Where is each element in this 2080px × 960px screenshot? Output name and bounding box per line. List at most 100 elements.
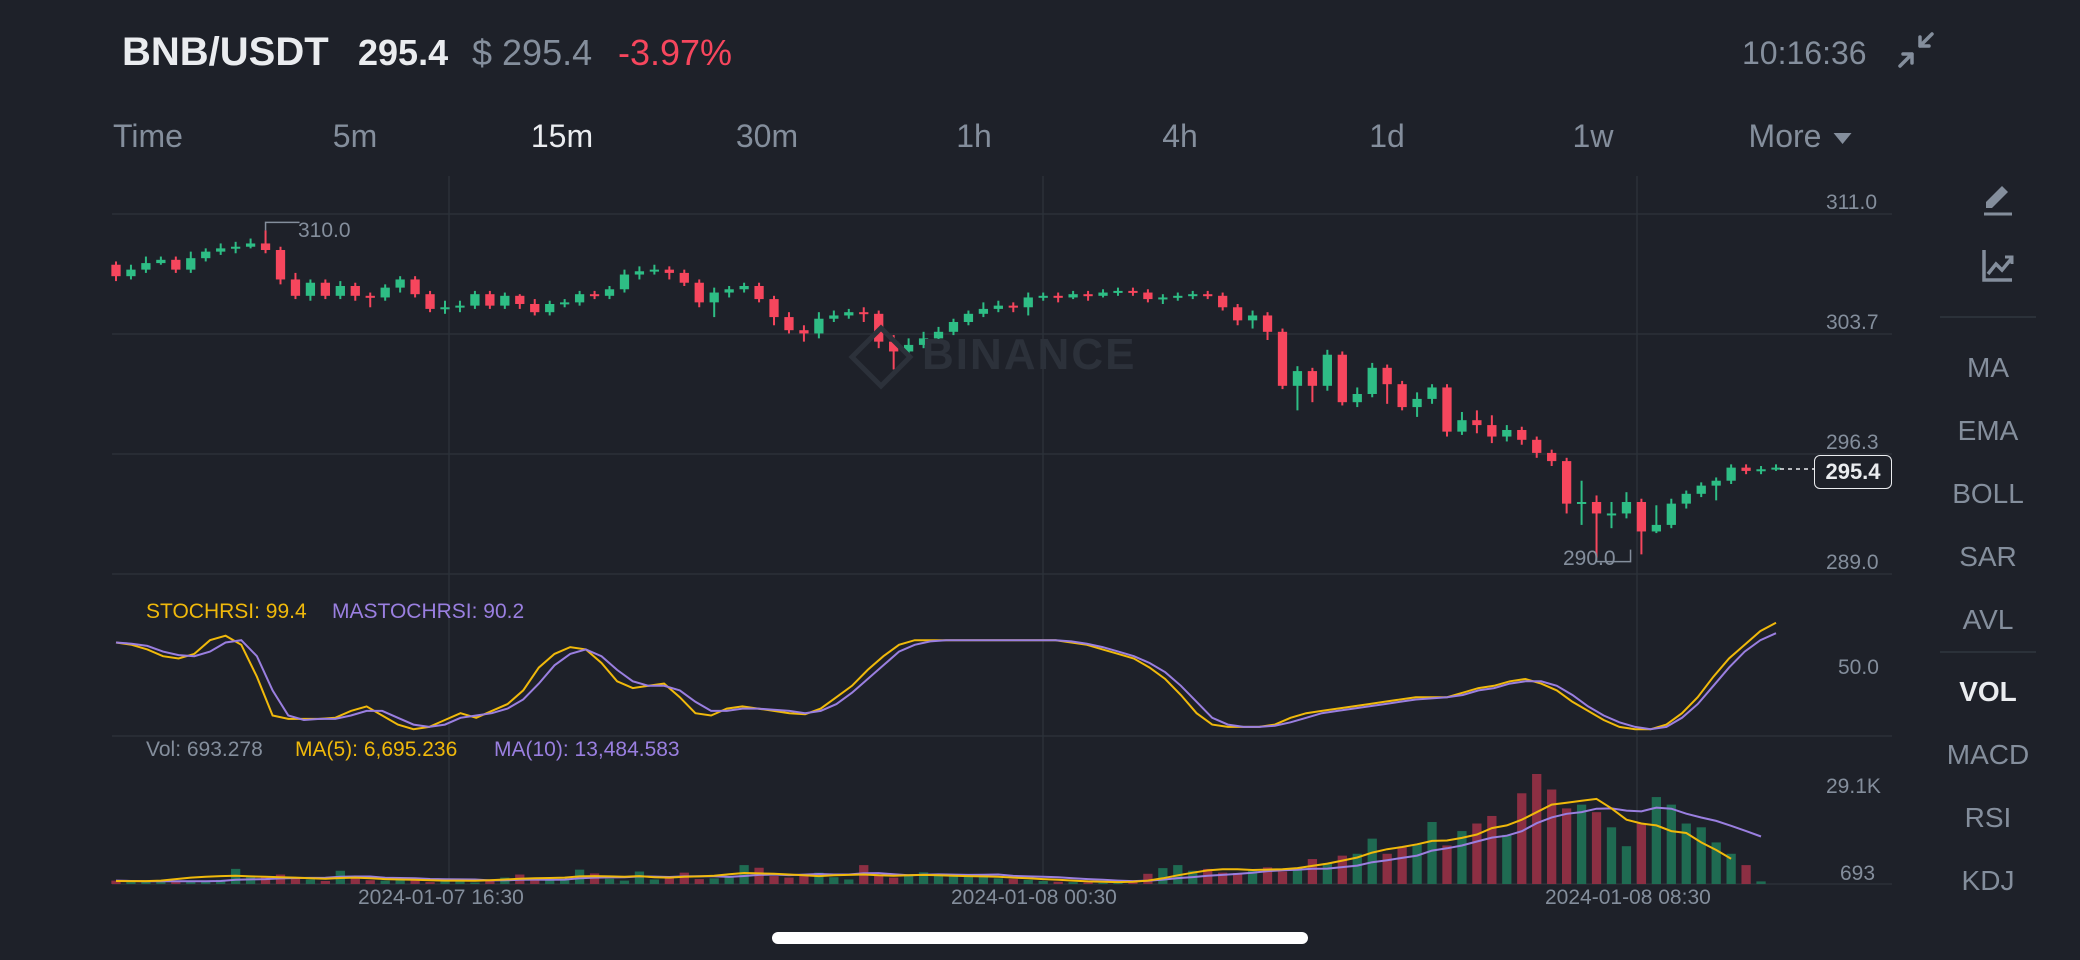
candle-body	[769, 299, 779, 318]
candle-body	[1576, 502, 1587, 504]
candle-body	[365, 295, 375, 298]
tab-30m[interactable]: 30m	[735, 118, 799, 154]
candle-body	[1532, 439, 1542, 453]
indicator-boll[interactable]: BOLL	[1952, 478, 2024, 509]
volume-bar	[1636, 823, 1647, 884]
volume-bar	[784, 877, 794, 884]
volume-bar	[1113, 882, 1123, 884]
candle-body	[1696, 485, 1706, 494]
candle-body	[963, 313, 974, 322]
volume-bar	[1008, 879, 1018, 884]
indicator-sar[interactable]: SAR	[1959, 541, 2017, 572]
volume-bar	[724, 876, 734, 884]
volume-ma5-line	[115, 797, 1732, 884]
candle-body	[1427, 387, 1437, 399]
volume-bar	[1591, 812, 1602, 884]
candle-body	[874, 313, 884, 342]
binance-watermark: BINANCE	[848, 324, 1136, 390]
tab-1d[interactable]: 1d	[1369, 118, 1405, 154]
indicator-ema[interactable]: EMA	[1957, 415, 2019, 446]
tab-time[interactable]: Time	[113, 118, 183, 154]
candle-body	[664, 269, 674, 273]
candle-body	[814, 318, 824, 334]
candle-body	[1487, 425, 1497, 437]
candle-body	[350, 286, 360, 296]
timeframe-tabs: Time 5m 15m 30m 1h 4h 1d 1w More	[0, 118, 1900, 166]
candle-body	[216, 248, 226, 252]
volume-bar	[889, 877, 899, 884]
volume-bars	[111, 774, 1766, 884]
candle-body	[305, 282, 316, 296]
volume-bar	[485, 879, 495, 884]
volume-bar	[1457, 831, 1467, 884]
volume-bar	[1098, 882, 1108, 884]
volume-bar	[1502, 834, 1512, 884]
volume-bar	[649, 879, 660, 884]
indicator-ma[interactable]: MA	[1967, 352, 2009, 383]
volume-bar	[305, 879, 316, 884]
candle-body	[1442, 387, 1452, 432]
tab-1h[interactable]: 1h	[956, 118, 992, 154]
volume-bar	[1756, 881, 1766, 884]
volume-bar	[410, 880, 420, 884]
price-tick-4: 289.0	[1826, 551, 1879, 574]
volume-bar	[320, 880, 331, 884]
tab-15m[interactable]: 15m	[530, 118, 594, 154]
home-indicator[interactable]	[772, 932, 1308, 944]
indicator-macd[interactable]: MACD	[1946, 739, 2030, 770]
indicator-vol[interactable]: VOL	[1959, 676, 2017, 707]
candle-body	[724, 289, 734, 293]
volume-bar	[933, 874, 944, 884]
volume-bar	[530, 878, 540, 884]
kline-chart[interactable]	[0, 0, 1900, 910]
candle-body	[739, 286, 749, 290]
volume-bar	[1247, 870, 1258, 884]
collapse-arrows-icon[interactable]	[1896, 30, 1936, 70]
volume-bar	[1068, 882, 1078, 884]
pencil-icon[interactable]	[1974, 180, 2022, 220]
volume-bar	[470, 882, 480, 884]
volume-bar	[1382, 853, 1392, 884]
binance-logo-icon	[848, 324, 914, 390]
volume-bar	[844, 879, 854, 884]
volume-bar	[1651, 797, 1661, 884]
indicator-rsi[interactable]: RSI	[1964, 802, 2012, 833]
volume-bar	[1711, 842, 1721, 884]
volume-bar	[455, 880, 465, 884]
candle-body	[1502, 430, 1512, 437]
volume-bar	[829, 877, 839, 884]
tab-5m[interactable]: 5m	[332, 118, 378, 154]
time-tick-2: 2024-01-08 00:30	[951, 886, 1117, 909]
tab-4h[interactable]: 4h	[1162, 118, 1198, 154]
tab-1w[interactable]: 1w	[1572, 118, 1614, 154]
candle-body	[1038, 295, 1048, 298]
pair-title[interactable]: BNB/USDT	[122, 30, 329, 74]
volume-bar	[1427, 822, 1437, 884]
volume-bar	[260, 877, 271, 884]
volume-bar	[1023, 879, 1033, 884]
indicator-kdj[interactable]: KDJ	[1961, 865, 2015, 896]
candle-body	[679, 272, 689, 283]
volume-bar	[1262, 867, 1273, 884]
mastochrsi-label: MASTOCHRSI: 90.2	[332, 600, 525, 623]
current-price-tag[interactable]: 295.4	[1814, 455, 1892, 489]
candle-body	[1083, 294, 1093, 297]
volume-bar	[1158, 868, 1168, 884]
volume-bar	[679, 872, 689, 884]
volume-bar	[1621, 846, 1632, 884]
volume-bar	[948, 876, 959, 884]
candle-body	[1262, 315, 1273, 332]
candle-body	[634, 271, 645, 275]
candle-body	[844, 312, 854, 316]
candle-body	[1218, 295, 1228, 308]
candle-body	[799, 330, 809, 334]
volume-max-label: 29.1K	[1826, 775, 1881, 798]
volume-bar	[1277, 871, 1288, 884]
chart-trend-icon[interactable]	[1974, 246, 2022, 286]
candle-body	[231, 246, 241, 249]
candle-body	[245, 243, 256, 247]
tab-more[interactable]: More	[1749, 118, 1852, 155]
candle-body	[1352, 394, 1362, 403]
candle-body	[1367, 367, 1377, 394]
indicator-avl[interactable]: AVL	[1962, 604, 2014, 635]
